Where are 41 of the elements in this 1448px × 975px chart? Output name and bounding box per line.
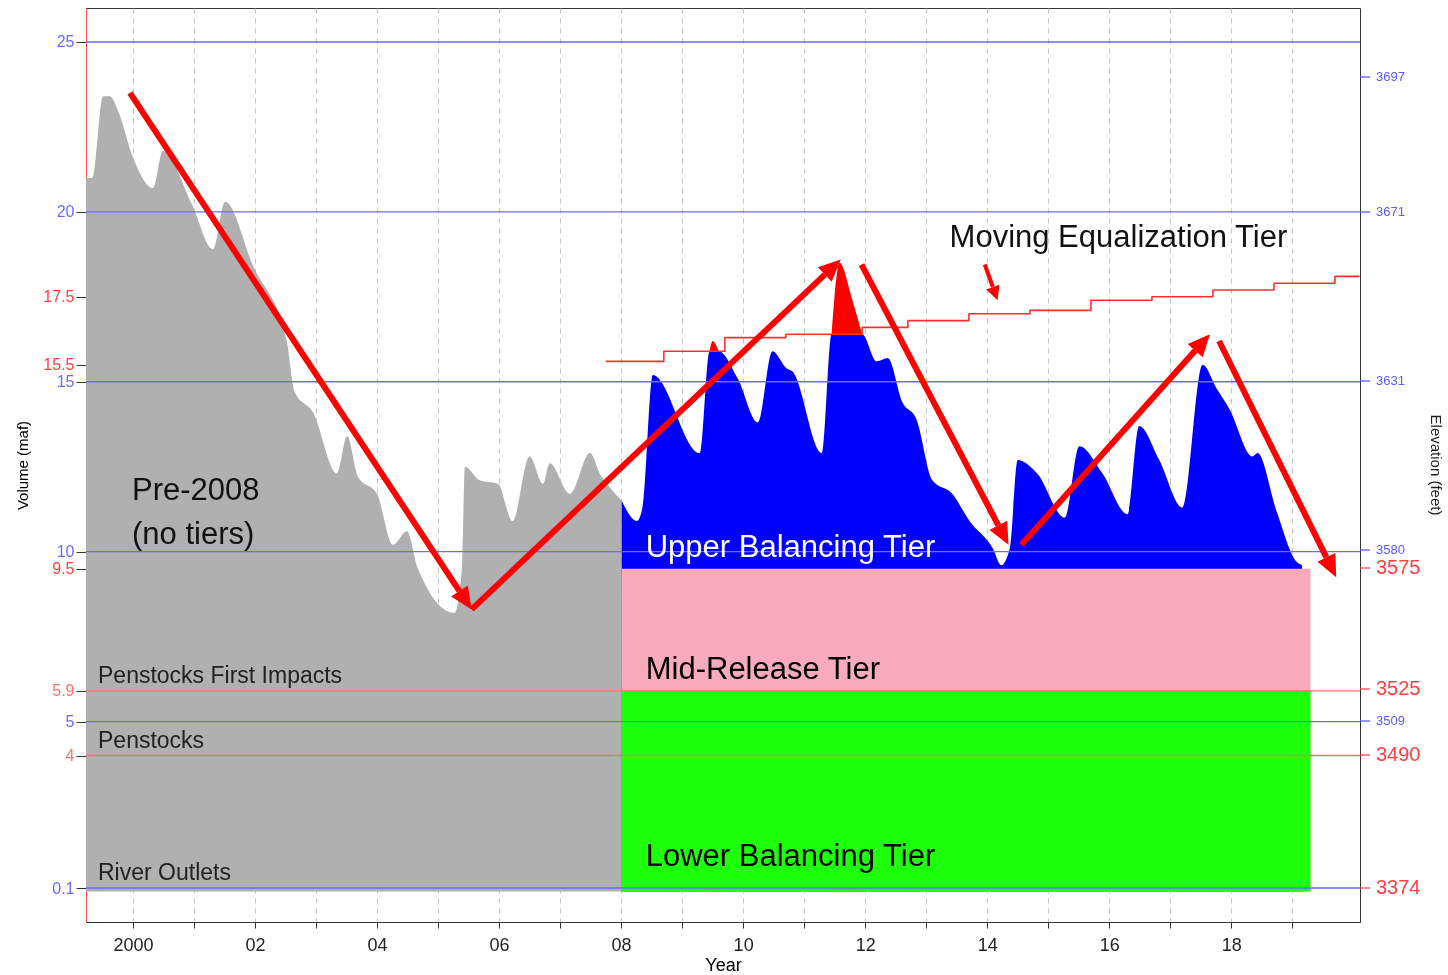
annotation: Moving Equalization Tier [949, 219, 1288, 255]
series-label: Lower Balancing Tier [645, 838, 936, 874]
y-tick-label: 9.5 [52, 560, 75, 578]
y-tick-label: 17.5 [43, 288, 75, 306]
text: 3580 [1376, 542, 1405, 557]
x-tick-label: 16 [1099, 934, 1120, 955]
y2-axis-title: Elevation (feet) [1428, 414, 1445, 516]
y-tick-label: 15 [56, 373, 75, 391]
x-tick-label: 12 [855, 934, 876, 955]
series-label: Upper Balancing Tier [645, 528, 936, 564]
x-tick-label: 08 [611, 934, 632, 955]
ref-line-label: Penstocks [98, 726, 205, 753]
x-axis-title: Year [705, 954, 742, 975]
y-tick-label: 5.9 [52, 682, 75, 700]
x-tick-label: 18 [1221, 934, 1242, 955]
x-tick-label: 2000 [113, 934, 154, 955]
y-tick-label: 0.1 [52, 879, 75, 897]
annotation: Pre-2008 (no tiers) [132, 472, 260, 551]
y-tick-label: 10 [56, 543, 75, 561]
ref-line-label: River Outlets [98, 859, 231, 886]
y-axis-title: Volume (maf) [14, 420, 32, 511]
text: 3509 [1376, 713, 1405, 728]
text: 3697 [1376, 69, 1405, 84]
y-tick-label: 4 [65, 747, 75, 765]
x-tick-label: 04 [367, 934, 388, 955]
text: 3525 [1376, 677, 1421, 699]
x-tick-label: 10 [733, 934, 754, 955]
text: 3490 [1376, 743, 1421, 765]
x-tick-label: 02 [245, 934, 266, 955]
y-tick-label: 5 [65, 713, 75, 731]
y-tick-label: 25 [56, 33, 75, 51]
x-tick-label: 14 [977, 934, 998, 955]
text: 3671 [1376, 204, 1405, 219]
text: 3575 [1376, 556, 1421, 578]
series-label: Mid-Release Tier [645, 650, 881, 686]
x-tick-label: 06 [489, 934, 510, 955]
ref-line-label: Penstocks First Impacts [98, 661, 343, 688]
text: 3631 [1376, 373, 1405, 388]
text: 3374 [1376, 876, 1421, 898]
y-tick-label: 20 [56, 203, 75, 221]
y-tick-label: 15.5 [43, 356, 75, 374]
